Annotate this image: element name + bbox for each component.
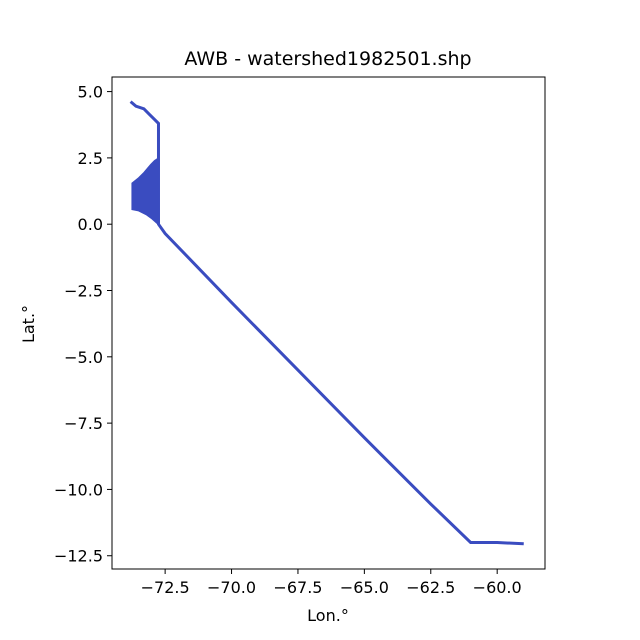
y-tick-label: −5.0	[64, 348, 103, 367]
x-tick-label: −62.5	[406, 578, 455, 597]
y-tick-label: −2.5	[64, 282, 103, 301]
x-tick-label: −72.5	[141, 578, 190, 597]
plot-area	[129, 100, 524, 546]
y-axis-label: Lat.°	[19, 305, 38, 343]
x-tick-label: −70.0	[207, 578, 256, 597]
watershed-path	[129, 100, 524, 546]
y-axis: 5.0 2.5 0.0 −2.5 −5.0 −7.5 −10.0 −12.5	[54, 83, 112, 566]
plot-frame	[111, 76, 546, 570]
x-axis: −72.5 −70.0 −67.5 −65.0 −62.5 −60.0	[141, 569, 522, 597]
y-tick-label: −7.5	[64, 414, 103, 433]
x-tick-label: −60.0	[473, 578, 522, 597]
y-tick-label: 0.0	[78, 215, 103, 234]
watershed-filled-region	[131, 156, 159, 226]
y-tick-label: 5.0	[78, 83, 103, 102]
x-axis-label: Lon.°	[307, 606, 349, 625]
x-tick-label: −65.0	[340, 578, 389, 597]
chart-title: AWB - watershed1982501.shp	[184, 48, 471, 70]
y-tick-label: −10.0	[54, 480, 103, 499]
y-tick-label: 2.5	[78, 149, 103, 168]
y-tick-label: −12.5	[54, 547, 103, 566]
x-tick-label: −67.5	[273, 578, 322, 597]
